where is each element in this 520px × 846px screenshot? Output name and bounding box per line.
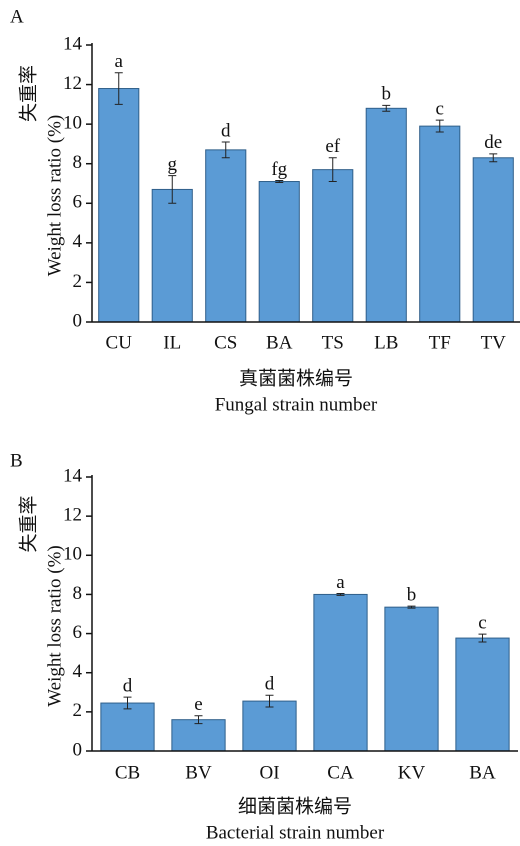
error-bar	[382, 104, 391, 112]
error-bar	[114, 72, 123, 105]
y-tick-label: 14	[63, 465, 83, 486]
error-bar	[328, 157, 337, 183]
error-bar	[194, 715, 203, 725]
error-bar	[168, 175, 177, 204]
bar	[312, 169, 354, 323]
significance-letter: fg	[271, 159, 287, 180]
significance-letter: de	[484, 132, 502, 153]
x-tick-label: TS	[322, 332, 344, 353]
y-tick-label: 12	[63, 73, 82, 94]
error-bar	[407, 605, 416, 609]
bar	[100, 702, 155, 752]
error-bar	[435, 119, 444, 133]
bar	[365, 107, 407, 323]
bar	[455, 637, 510, 752]
x-tick-label: BA	[469, 762, 496, 783]
significance-letter: g	[168, 154, 178, 175]
x-axis-label: 真菌菌株编号	[239, 367, 353, 389]
error-bar	[478, 633, 487, 643]
x-tick-label: LB	[374, 332, 398, 353]
y-axis-label: Weight loss ratio (%)	[44, 545, 65, 707]
significance-letter: a	[115, 51, 124, 72]
x-tick-label: IL	[163, 332, 181, 353]
x-tick-label: BV	[185, 762, 212, 783]
bar	[313, 593, 368, 752]
x-tick-label: CA	[327, 762, 354, 783]
bar	[151, 188, 193, 323]
y-tick-label: 10	[63, 544, 82, 565]
y-tick-label: 4	[73, 661, 83, 682]
x-tick-label: KV	[398, 762, 426, 783]
x-tick-label: BA	[266, 332, 293, 353]
y-axis-label: 失重率	[17, 65, 39, 122]
y-tick-label: 6	[73, 622, 83, 643]
x-axis-label: Bacterial strain number	[206, 822, 385, 843]
y-tick-label: 14	[63, 33, 83, 54]
panel-label: A	[10, 6, 24, 27]
y-tick-label: 8	[73, 152, 83, 173]
bar	[258, 181, 300, 323]
x-tick-label: CB	[115, 762, 140, 783]
significance-letter: d	[221, 120, 231, 141]
error-bar	[221, 141, 230, 159]
error-bar	[123, 696, 132, 710]
significance-letter: c	[436, 99, 444, 120]
error-bar	[275, 180, 284, 184]
bar	[98, 88, 140, 323]
significance-letter: d	[265, 674, 275, 695]
x-tick-label: TV	[481, 332, 507, 353]
x-tick-label: OI	[259, 762, 279, 783]
y-tick-label: 0	[73, 310, 83, 331]
y-tick-label: 12	[63, 505, 82, 526]
error-bar	[265, 694, 274, 708]
x-tick-label: CS	[214, 332, 237, 353]
y-axis-label: Weight loss ratio (%)	[44, 115, 65, 277]
significance-letter: d	[123, 676, 133, 697]
y-axis-label: 失重率	[17, 495, 39, 552]
bar	[242, 700, 297, 752]
significance-letter: b	[382, 84, 392, 105]
y-tick-label: 8	[73, 583, 83, 604]
x-axis-label: Fungal strain number	[215, 394, 378, 415]
error-bar	[336, 592, 345, 596]
x-tick-label: TF	[429, 332, 451, 353]
y-tick-label: 10	[63, 113, 82, 134]
y-tick-label: 0	[73, 739, 83, 760]
bar	[384, 606, 439, 752]
y-tick-label: 2	[73, 271, 83, 292]
y-tick-label: 2	[73, 700, 83, 721]
significance-letter: ef	[325, 136, 340, 157]
significance-letter: b	[407, 585, 417, 606]
x-axis-label: 细菌菌株编号	[238, 795, 352, 817]
bar	[419, 125, 461, 323]
panel-label: B	[10, 450, 23, 471]
significance-letter: c	[478, 613, 486, 634]
bar	[171, 719, 226, 752]
y-tick-label: 6	[73, 192, 83, 213]
error-bar	[489, 153, 498, 163]
significance-letter: e	[194, 694, 202, 715]
bar	[205, 149, 247, 323]
significance-letter: a	[336, 572, 345, 593]
y-tick-label: 4	[73, 231, 83, 252]
bar	[472, 157, 514, 323]
x-tick-label: CU	[106, 332, 133, 353]
